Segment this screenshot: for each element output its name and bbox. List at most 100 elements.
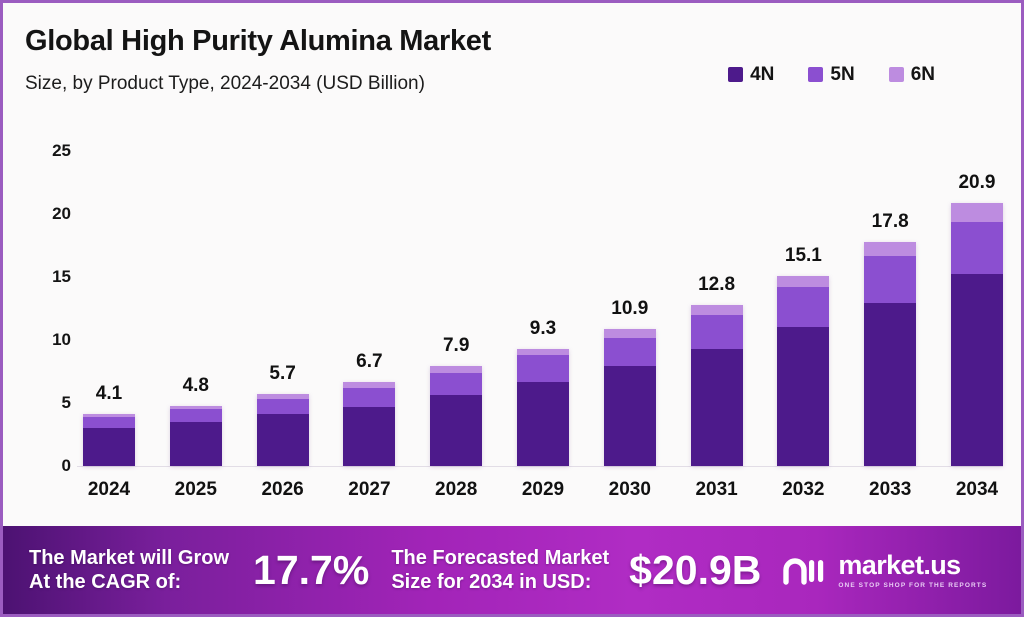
x-axis-tick-label: 2026 [261,479,304,500]
legend-swatch-4n-icon [728,67,744,82]
legend-item-6n[interactable]: 6N [888,64,935,85]
legend-swatch-5n-icon [808,67,824,82]
x-axis-tick-label: 2033 [869,479,912,500]
x-axis-tick-label: 2034 [955,479,999,500]
cagr-label-line1: The Market will Grow [29,546,230,569]
y-axis-tick-label: 25 [52,141,71,160]
x-axis-tick-label: 2029 [521,479,565,500]
bar-series-group: 4.1 4.8 5.7 6.7 7.9 9.3 10.9 12.8 15.1 17.8 20.9 [83,3,1003,466]
forecast-label: The Forecasted Market Size for 2034 in U… [391,546,609,595]
bar-segment-6n[interactable] [256,394,309,400]
logo-tagline: ONE STOP SHOP FOR THE REPORTS [838,581,988,589]
bar-segment-6n[interactable] [169,405,222,410]
bar-segment-6n[interactable] [950,202,1003,222]
bar-value-label: 20.9 [958,171,996,193]
y-axis-tick-label: 15 [52,267,71,286]
bar-value-label: 5.7 [269,363,296,385]
page-title: Global High Purity Alumina Market [25,25,491,57]
bar-segment-5n[interactable] [343,387,396,407]
bar-value-label: 6.7 [356,350,383,372]
bar-column[interactable]: 7.9 [430,3,483,466]
y-axis-tick-label: 5 [61,393,71,412]
x-axis-tick-label: 2028 [435,479,478,500]
bar-segment-4n[interactable] [950,274,1003,466]
bar-segment-4n[interactable] [343,406,396,466]
bar-column[interactable]: 17.8 [864,3,917,466]
bar-stack [430,366,483,466]
bar-column[interactable]: 20.9 [950,3,1003,466]
bar-value-label: 12.8 [698,273,736,295]
bar-column[interactable]: 6.7 [343,3,396,466]
bar-column[interactable]: 12.8 [690,3,743,466]
bar-segment-6n[interactable] [777,275,830,288]
bar-value-label: 15.1 [784,244,822,266]
x-axis-tick-label: 2031 [695,479,738,500]
x-axis-tick-label: 2027 [348,479,391,500]
bar-column[interactable]: 4.1 [83,3,135,466]
y-axis-tick-label: 10 [52,330,71,349]
bar-segment-6n[interactable] [603,328,656,338]
bar-segment-4n[interactable] [864,303,917,466]
market-us-logo[interactable]: market.us ONE STOP SHOP FOR THE REPORTS [783,551,988,589]
cagr-label-line2: At the CAGR of: [29,571,182,593]
legend-label: 6N [910,64,935,85]
forecast-label-line2: Size for 2034 in USD: [391,571,592,593]
bar-segment-5n[interactable] [950,221,1003,275]
bar-segment-6n[interactable] [864,241,917,256]
bar-stack [864,241,917,466]
bar-segment-5n[interactable] [256,399,309,415]
bar-column[interactable]: 10.9 [603,3,656,466]
bar-stack [603,328,656,466]
bar-value-label: 4.8 [182,374,210,396]
bar-segment-5n[interactable] [169,409,222,422]
bar-segment-4n[interactable] [83,428,135,466]
bar-stack [343,381,396,466]
bar-segment-4n[interactable] [516,381,569,466]
bar-column[interactable]: 9.3 [516,3,569,466]
x-axis: 2024 2025 2026 2027 2028 2029 2030 2031 2032 2033… [83,479,1003,507]
plot-area: 0 5 10 15 20 25 4.1 4.8 5.7 6.7 7.9 9.3 10.9 12.8 15.… [52,141,1003,475]
bar-segment-4n[interactable] [169,421,222,466]
bar-segment-6n[interactable] [690,304,743,315]
bar-segment-6n[interactable] [83,414,135,417]
bar-segment-5n[interactable] [864,255,917,304]
bar-segment-4n[interactable] [430,395,483,466]
legend-swatch-6n-icon [888,67,904,82]
bar-stack [516,348,569,466]
x-axis-tick-label: 2032 [782,479,825,500]
legend-item-5n[interactable]: 5N [808,64,855,85]
bar-segment-5n[interactable] [430,372,483,396]
bar-segment-4n[interactable] [690,348,743,466]
bar-stack [690,304,743,466]
bar-stack [950,202,1003,466]
bar-segment-4n[interactable] [777,327,830,466]
bar-column[interactable]: 5.7 [256,3,309,466]
bar-segment-5n[interactable] [603,337,656,367]
bar-column[interactable]: 15.1 [777,3,830,466]
bar-segment-5n[interactable] [516,355,569,382]
y-axis-tick-label: 20 [52,204,71,223]
chart-header: Global High Purity Alumina Market Size, … [3,3,1021,115]
bar-value-label: 4.1 [95,383,123,405]
bar-segment-4n[interactable] [256,414,309,466]
bar-stack [777,275,830,466]
bar-segment-5n[interactable] [690,314,743,349]
logo-text: market.us ONE STOP SHOP FOR THE REPORTS [838,551,988,589]
bar-segment-5n[interactable] [83,416,135,429]
bar-column[interactable]: 4.8 [169,3,222,466]
bar-segment-6n[interactable] [343,381,396,388]
bar-segment-6n[interactable] [430,366,483,373]
bar-value-label: 17.8 [871,210,909,232]
x-axis-tick-label: 2024 [87,479,131,500]
bar-value-label: 9.3 [529,317,557,339]
legend-label: 4N [750,64,775,85]
bar-segment-4n[interactable] [603,366,656,466]
legend-label: 5N [830,64,855,85]
x-axis-tick-label: 2025 [174,479,217,500]
bar-segment-6n[interactable] [516,348,569,356]
legend-item-4n[interactable]: 4N [728,65,774,84]
summary-banner: The Market will Grow At the CAGR of: 17.… [3,526,1021,614]
bar-value-label: 10.9 [611,297,649,319]
bar-segment-5n[interactable] [777,287,830,328]
forecast-value: $20.9B [629,546,762,593]
